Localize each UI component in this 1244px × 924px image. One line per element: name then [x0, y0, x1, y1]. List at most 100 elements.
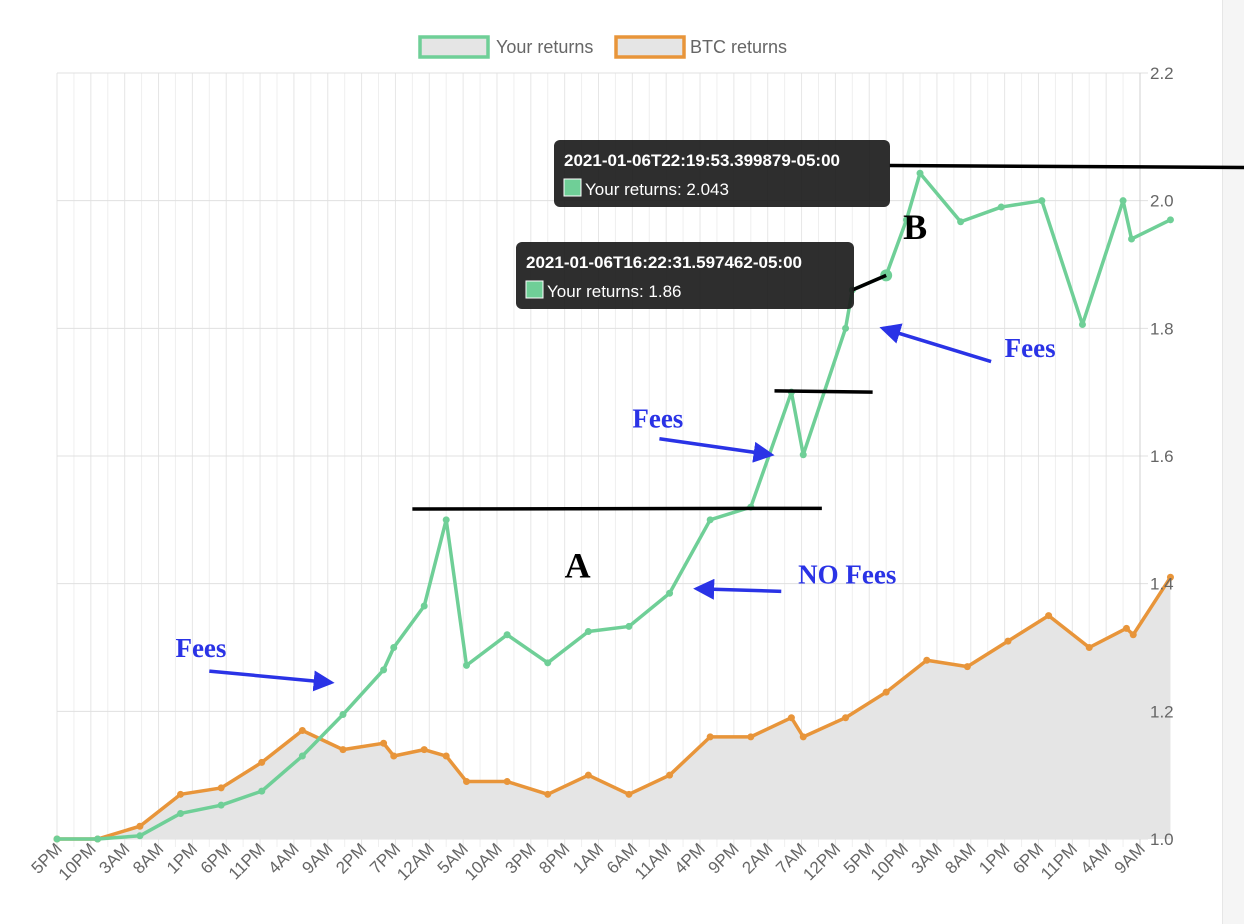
- btc-returns-point[interactable]: [217, 784, 225, 792]
- your-returns-point[interactable]: [916, 169, 924, 177]
- your-returns-point[interactable]: [957, 218, 965, 226]
- btc-returns-point[interactable]: [390, 752, 398, 760]
- tooltip: 2021-01-06T16:22:31.597462-05:00 Your ret…: [516, 242, 854, 309]
- btc-returns-point[interactable]: [503, 778, 511, 786]
- your-returns-point[interactable]: [217, 801, 225, 809]
- your-returns-point[interactable]: [842, 324, 850, 332]
- page-scrollbar-track[interactable]: [1222, 0, 1244, 924]
- btc-returns-point[interactable]: [706, 733, 714, 741]
- your-returns-point[interactable]: [442, 516, 450, 524]
- btc-returns-point[interactable]: [1085, 644, 1093, 651]
- x-tick-label: 4AM: [265, 839, 303, 877]
- btc-returns-point[interactable]: [1122, 624, 1130, 632]
- x-tick-label: 8AM: [941, 839, 979, 877]
- your-returns-point[interactable]: [177, 809, 185, 817]
- btc-returns-point[interactable]: [747, 733, 755, 741]
- btc-returns-point[interactable]: [298, 726, 306, 734]
- your-returns-point[interactable]: [1166, 216, 1174, 224]
- btc-returns-point[interactable]: [136, 822, 144, 830]
- x-tick-label: 10AM: [461, 839, 506, 884]
- your-returns-point[interactable]: [298, 752, 306, 760]
- y-tick-label: 1.2: [1150, 702, 1174, 721]
- btc-returns-point[interactable]: [1004, 637, 1012, 645]
- annotation-arrow: [659, 437, 775, 463]
- btc-returns-point[interactable]: [882, 688, 890, 696]
- x-tick-label: 2AM: [738, 839, 776, 877]
- btc-returns-point[interactable]: [842, 714, 850, 722]
- y-tick-label: 1.4: [1150, 575, 1174, 594]
- your-returns-point[interactable]: [1078, 321, 1086, 329]
- x-tick-label: 11AM: [631, 839, 675, 883]
- btc-returns-point[interactable]: [544, 790, 552, 798]
- your-returns-point[interactable]: [380, 666, 388, 674]
- annotation-arrow: [879, 323, 992, 364]
- y-tick-label: 1.0: [1150, 830, 1174, 849]
- y-tick-label: 1.6: [1150, 447, 1174, 466]
- btc-returns-point[interactable]: [787, 714, 795, 722]
- btc-returns-point[interactable]: [666, 771, 674, 779]
- btc-returns-point[interactable]: [420, 746, 428, 754]
- btc-returns-point[interactable]: [380, 739, 388, 747]
- legend-item-btc-returns[interactable]: BTC returns: [614, 35, 787, 59]
- x-tick-label: 3AM: [908, 839, 946, 877]
- your-returns-point[interactable]: [666, 589, 674, 597]
- annotation-label: NO Fees: [798, 560, 896, 590]
- your-returns-point[interactable]: [339, 711, 347, 719]
- legend-item-your-returns[interactable]: Your returns: [418, 35, 593, 59]
- tooltip-body: Your returns: 2.043: [585, 180, 729, 199]
- your-returns-point[interactable]: [997, 203, 1005, 211]
- btc-returns-point[interactable]: [442, 752, 450, 760]
- your-returns-point[interactable]: [584, 628, 592, 636]
- x-tick-label: 1PM: [975, 839, 1013, 877]
- legend-swatch: [418, 35, 490, 59]
- legend-label: Your returns: [496, 37, 593, 57]
- btc-returns-point[interactable]: [584, 771, 592, 779]
- your-returns-point[interactable]: [503, 631, 511, 639]
- tooltip-box: [554, 140, 890, 207]
- btc-returns-point[interactable]: [1129, 631, 1137, 639]
- your-returns-point[interactable]: [1119, 197, 1127, 205]
- btc-returns-point[interactable]: [258, 758, 266, 766]
- btc-returns-area: [57, 577, 1171, 839]
- btc-returns-point[interactable]: [463, 778, 471, 786]
- x-tick-label: 8PM: [535, 839, 573, 877]
- legend-swatch: [614, 35, 686, 59]
- your-returns-point[interactable]: [53, 835, 61, 843]
- your-returns-point[interactable]: [706, 516, 714, 524]
- your-returns-point[interactable]: [136, 832, 144, 840]
- tooltip-box: [516, 242, 854, 309]
- your-returns-point[interactable]: [94, 835, 102, 843]
- your-returns-point[interactable]: [390, 644, 398, 651]
- your-returns-point[interactable]: [1038, 197, 1046, 205]
- your-returns-point[interactable]: [625, 622, 633, 630]
- your-returns-point[interactable]: [902, 216, 910, 224]
- btc-returns-point[interactable]: [923, 656, 931, 664]
- btc-returns-point[interactable]: [799, 733, 807, 741]
- your-returns-point[interactable]: [544, 659, 552, 667]
- annotation-label: A: [565, 545, 591, 585]
- your-returns-point[interactable]: [463, 661, 471, 669]
- your-returns-point[interactable]: [420, 602, 428, 610]
- x-tick-label: 12AM: [393, 839, 438, 884]
- your-returns-line: [57, 171, 1172, 841]
- btc-returns-point[interactable]: [625, 790, 633, 798]
- btc-returns-point[interactable]: [1166, 573, 1174, 581]
- y-tick-label: 1.8: [1150, 319, 1174, 338]
- annotation-label: Fees: [175, 633, 226, 663]
- x-tick-label: 4AM: [1077, 839, 1115, 877]
- annotation-label: B: [903, 207, 927, 247]
- legend-label: BTC returns: [690, 37, 787, 57]
- your-returns-point[interactable]: [258, 787, 266, 795]
- tooltip-title: 2021-01-06T16:22:31.597462-05:00: [526, 253, 802, 272]
- btc-area-fill: [57, 577, 1171, 839]
- btc-returns-point[interactable]: [177, 790, 185, 798]
- btc-returns-point[interactable]: [1045, 612, 1053, 620]
- x-tick-label: 11PM: [1037, 839, 1081, 883]
- x-tick-label: 12PM: [799, 839, 844, 884]
- btc-returns-point[interactable]: [963, 663, 971, 671]
- btc-returns-point[interactable]: [339, 746, 347, 754]
- your-returns-point[interactable]: [1128, 235, 1136, 243]
- your-returns-point[interactable]: [799, 451, 807, 459]
- x-tick-label: 10PM: [867, 839, 912, 884]
